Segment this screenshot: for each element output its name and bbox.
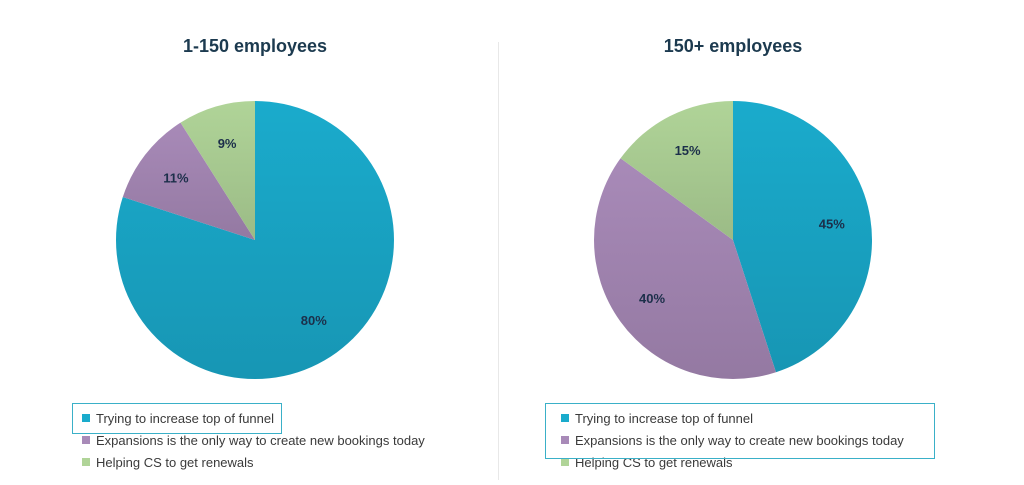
slice-value-label: 40% [639, 291, 665, 306]
chart-legend: Trying to increase top of funnel Expansio… [15, 403, 495, 479]
slice-value-label: 9% [218, 136, 237, 151]
chart-panel-small-companies: 1-150 employees 80% 11% 9% Trying to incre… [15, 0, 495, 485]
legend-item: Expansions is the only way to create new… [82, 431, 425, 451]
slice-expansions [122, 122, 255, 240]
slice-value-label: 80% [301, 313, 327, 328]
legend-swatch [82, 436, 90, 444]
legend-label: Helping CS to get renewals [96, 455, 254, 470]
legend-label: Expansions is the only way to create new… [575, 433, 904, 448]
legend-swatch [82, 458, 90, 466]
slice-expansions [594, 158, 776, 380]
chart-divider [498, 42, 499, 480]
slice-cs-renewals [180, 101, 255, 240]
slice-top-of-funnel [733, 101, 873, 373]
pie-chart: 80% 11% 9% [115, 101, 394, 380]
legend-item: Helping CS to get renewals [82, 453, 254, 473]
legend-label: Trying to increase top of funnel [575, 411, 754, 426]
legend-swatch [561, 458, 569, 466]
chart-title: 150+ employees [663, 36, 803, 56]
slice-value-label: 45% [819, 216, 845, 231]
chart-legend: Trying to increase top of funnel Expansio… [493, 403, 973, 479]
slice-cs-renewals [620, 101, 733, 240]
legend-item: Trying to increase top of funnel [82, 409, 274, 429]
chart-panel-large-companies: 150+ employees 45% 40% 15% Trying to incre… [493, 0, 973, 485]
legend-item: Expansions is the only way to create new… [561, 431, 904, 451]
legend-label: Expansions is the only way to create new… [96, 433, 425, 448]
legend-highlight-box [72, 403, 282, 434]
slice-value-label: 15% [675, 143, 701, 158]
legend-swatch [82, 414, 90, 422]
legend-highlight-box [545, 403, 935, 459]
slice-top-of-funnel [115, 101, 394, 380]
legend-item: Trying to increase top of funnel [561, 409, 753, 429]
chart-title: 1-150 employees [182, 36, 328, 56]
legend-swatch [561, 414, 569, 422]
slice-value-label: 11% [163, 171, 189, 186]
legend-swatch [561, 436, 569, 444]
legend-label: Trying to increase top of funnel [96, 411, 275, 426]
pie-chart: 45% 40% 15% [594, 101, 873, 380]
